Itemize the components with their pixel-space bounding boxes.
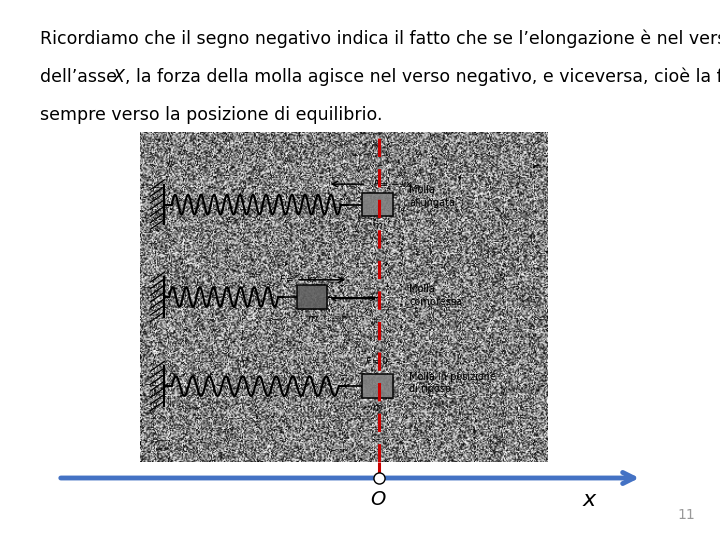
FancyBboxPatch shape	[362, 193, 392, 217]
Text: Molla
compressa: Molla compressa	[409, 284, 462, 307]
Text: Ricordiamo che il segno negativo indica il fatto che se l’elongazione è nel vers: Ricordiamo che il segno negativo indica …	[40, 30, 720, 49]
Text: $\mathit{X}$: $\mathit{X}$	[112, 68, 127, 86]
Text: $F=0$: $F=0$	[365, 355, 388, 366]
Text: x: x	[363, 306, 368, 315]
Text: $O$: $O$	[370, 490, 387, 509]
Text: $x$: $x$	[582, 490, 598, 510]
Text: m: m	[373, 403, 382, 413]
Text: $F=-kx$: $F=-kx$	[372, 178, 413, 188]
FancyBboxPatch shape	[297, 285, 328, 309]
Text: Molla in posizione
di riposo: Molla in posizione di riposo	[409, 372, 496, 394]
Text: m: m	[307, 314, 317, 324]
Text: 11: 11	[678, 508, 695, 522]
Text: $F=-kx$: $F=-kx$	[279, 273, 319, 285]
Text: , la forza della molla agisce nel verso negativo, e viceversa, cioè la forza è d: , la forza della molla agisce nel verso …	[125, 68, 720, 86]
Text: dell’asse: dell’asse	[40, 68, 122, 86]
FancyBboxPatch shape	[362, 374, 392, 398]
Text: Molla
allungata: Molla allungata	[409, 185, 455, 207]
Text: sempre verso la posizione di equilibrio.: sempre verso la posizione di equilibrio.	[40, 106, 382, 124]
Text: m: m	[373, 221, 382, 232]
